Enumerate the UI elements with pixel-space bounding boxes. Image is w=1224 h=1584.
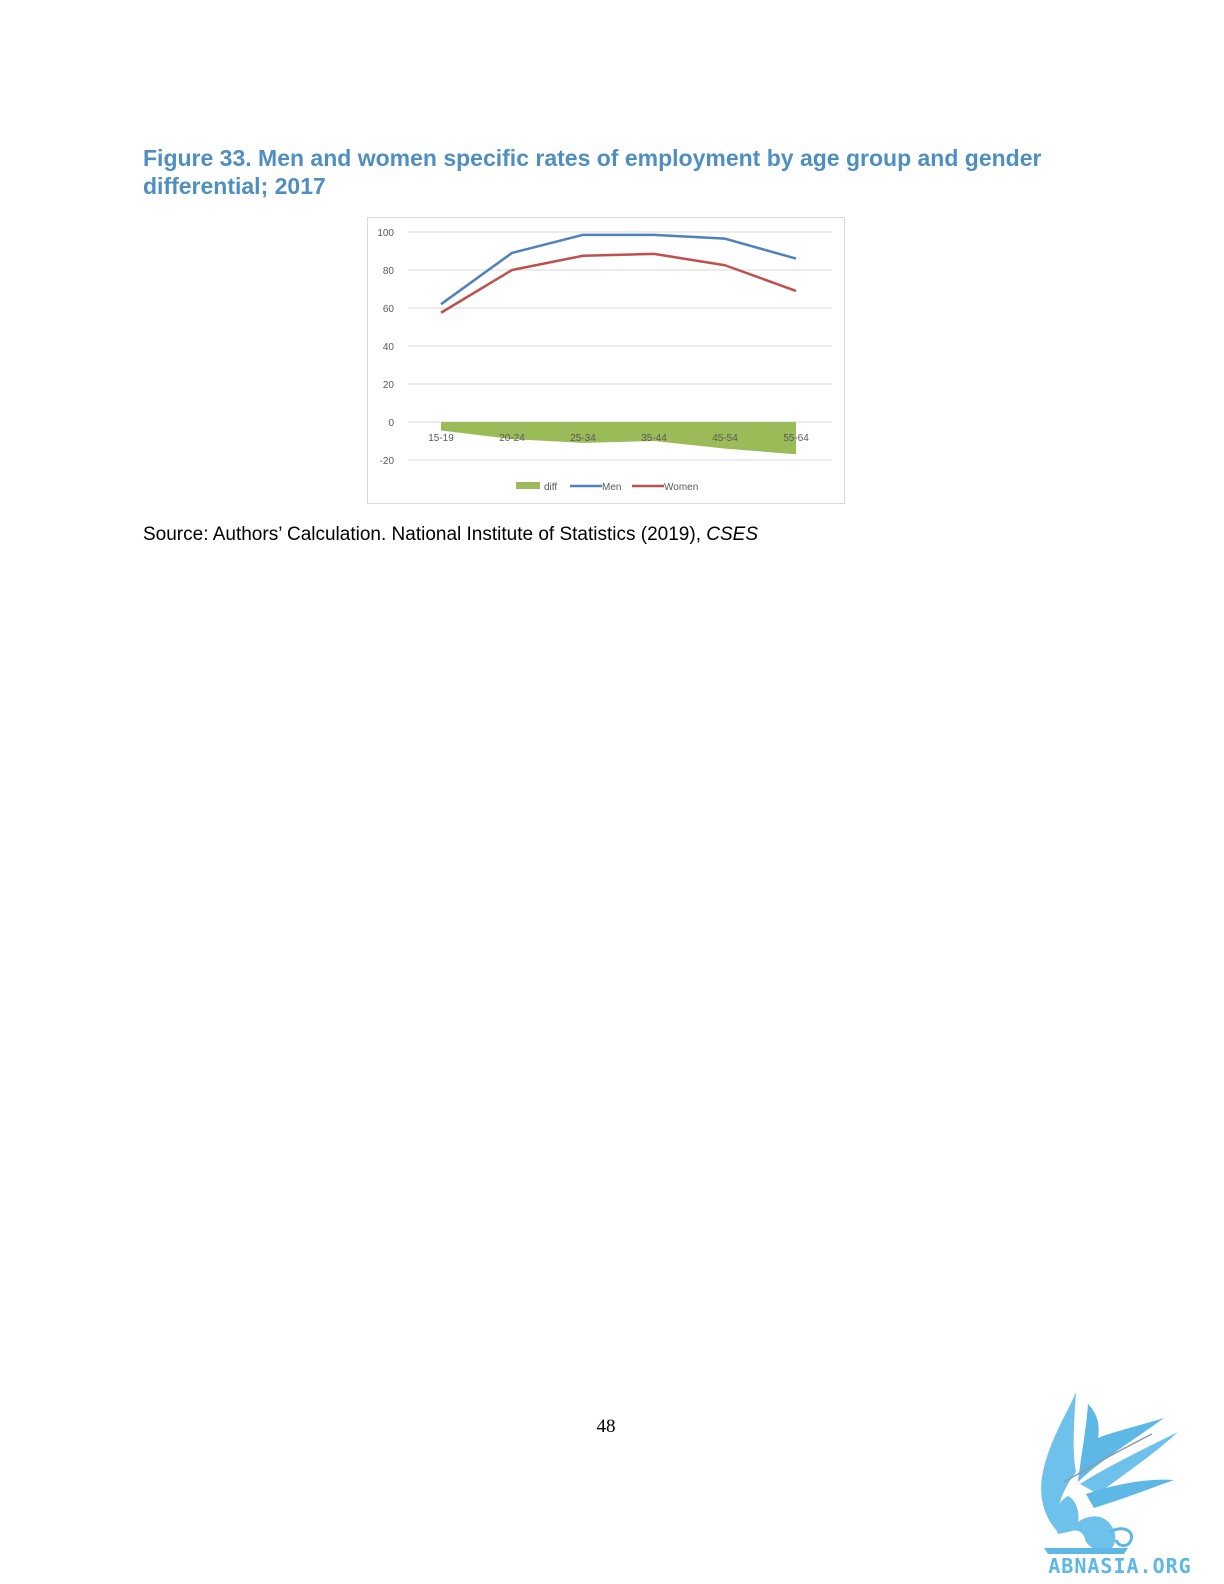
- line-men: [440, 233, 797, 306]
- page-number: 48: [596, 1416, 616, 1437]
- y-tick-label: 20: [383, 380, 395, 391]
- line-women: [440, 252, 797, 314]
- employment-chart: 100 80 60 40 20 0 -20 15-19 20-24 25-34 35-44 45-54…: [367, 217, 845, 504]
- logo-text: ABNASIA.ORG: [1048, 1554, 1191, 1578]
- chart-canvas: 100 80 60 40 20 0 -20 15-19 20-24 25-34 35-44 45-54…: [377, 228, 832, 493]
- x-tick-label: 45-54: [712, 433, 738, 444]
- x-tick-label: 35-44: [641, 433, 667, 444]
- y-tick-label: 80: [383, 266, 395, 277]
- y-tick-label: 100: [377, 228, 394, 239]
- figure-title-prefix: Figure 33.: [143, 145, 252, 171]
- legend-label-women: Women: [664, 482, 698, 493]
- legend-label-men: Men: [602, 482, 621, 493]
- y-tick-label: -20: [380, 456, 395, 467]
- area-diff: [441, 422, 796, 455]
- y-tick-label: 40: [383, 342, 395, 353]
- abnasia-logo: ABNASIA.ORG: [1041, 1392, 1191, 1578]
- legend-swatch-diff: [516, 482, 540, 489]
- x-tick-label: 20-24: [499, 433, 525, 444]
- x-tick-label: 25-34: [570, 433, 596, 444]
- source-note: Source: Authors’ Calculation. National I…: [143, 524, 758, 546]
- figure-title-text: Men and women specific rates of employme…: [143, 145, 1042, 199]
- x-tick-label: 55-64: [783, 433, 809, 444]
- legend-label-diff: diff: [544, 482, 557, 493]
- x-tick-label: 15-19: [428, 433, 454, 444]
- griffin-icon: [1041, 1392, 1178, 1554]
- y-tick-label: 0: [388, 418, 394, 429]
- y-tick-label: 60: [383, 304, 395, 315]
- source-text: Source: Authors’ Calculation. National I…: [143, 524, 707, 545]
- figure-title: Figure 33. Men and women specific rates …: [143, 144, 1043, 200]
- source-italic: CSES: [706, 524, 758, 545]
